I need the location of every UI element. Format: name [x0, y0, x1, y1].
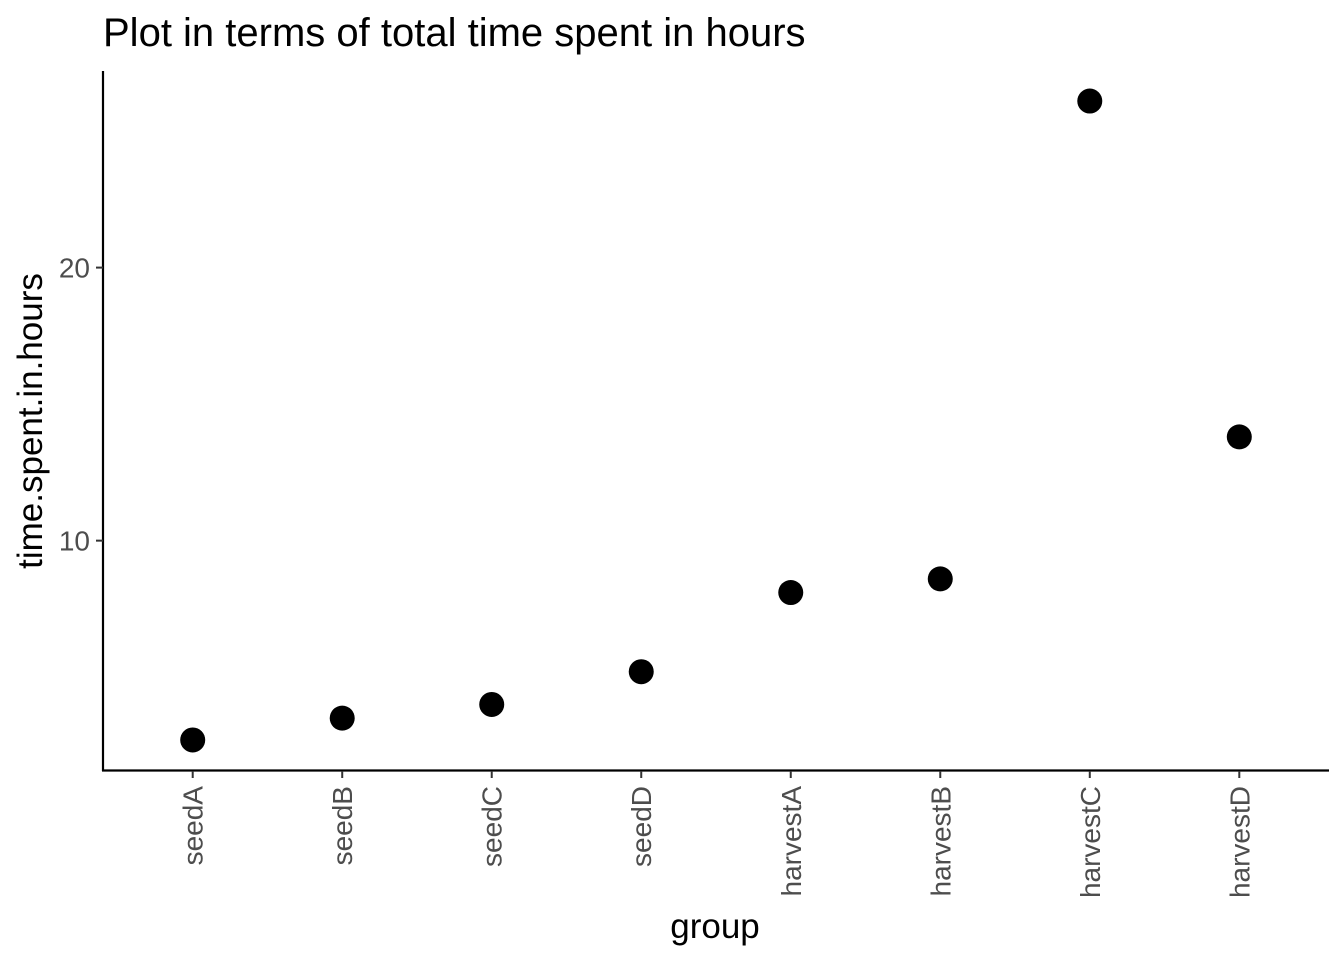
y-axis-title: time.spent.in.hours [11, 273, 50, 569]
data-point-harvestB [927, 566, 953, 592]
y-tick-label: 10 [59, 526, 90, 557]
x-tick-label: seedC [477, 786, 508, 867]
data-point-harvestC [1077, 88, 1103, 114]
x-axis-title: group [670, 907, 760, 946]
x-ticks: seedA seedB seedC seedD harvestA harvestB harv… [178, 771, 1255, 898]
x-tick-label: harvestD [1224, 786, 1255, 898]
x-tick-label: seedB [327, 786, 358, 865]
data-point-harvestD [1226, 424, 1252, 450]
data-point-seedD [628, 659, 654, 685]
data-point-harvestA [778, 580, 804, 606]
y-tick-label: 20 [59, 253, 90, 284]
chart-title: Plot in terms of total time spent in hou… [103, 11, 806, 55]
data-points [180, 88, 1252, 753]
x-tick-label: harvestC [1075, 786, 1106, 898]
x-tick-label: harvestA [776, 786, 807, 897]
x-tick-label: harvestB [925, 786, 956, 897]
y-ticks: 10 20 [59, 253, 103, 557]
data-point-seedC [479, 691, 505, 717]
data-point-seedB [329, 705, 355, 731]
data-point-seedA [180, 727, 206, 753]
x-tick-label: seedD [626, 786, 657, 867]
x-tick-label: seedA [178, 786, 209, 866]
